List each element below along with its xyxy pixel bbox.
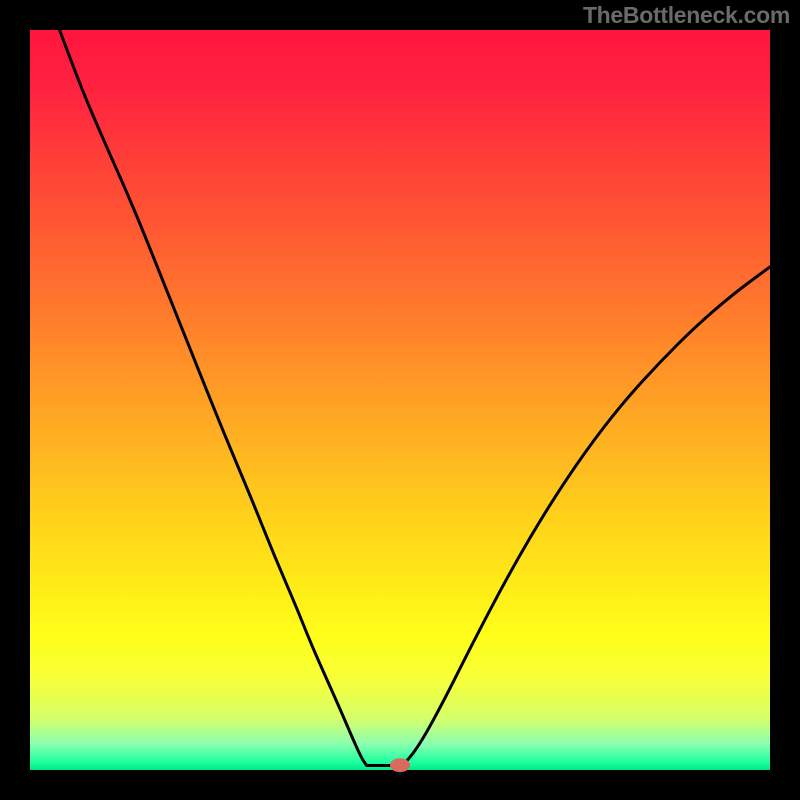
plot-background [30,30,770,770]
optimal-point-marker [390,758,410,772]
bottleneck-chart [0,0,800,800]
watermark-text: TheBottleneck.com [583,2,790,29]
